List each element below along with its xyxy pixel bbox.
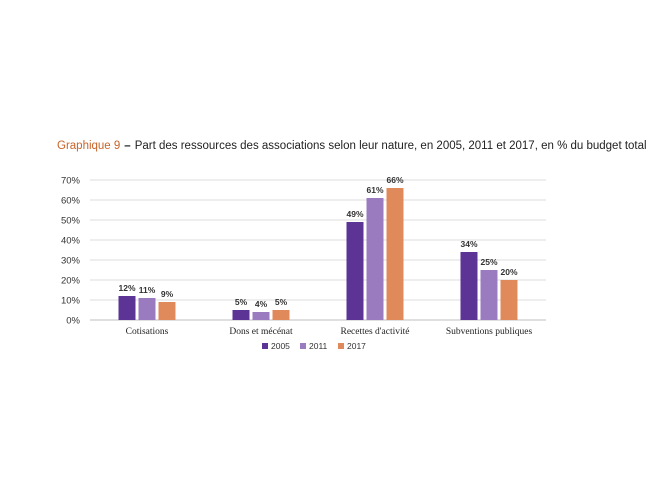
x-category-label: Dons et mécénat xyxy=(229,327,293,337)
x-category-label: Recettes d'activité xyxy=(341,327,410,337)
y-axis-ticks: 0% 10% 20% 30% 40% 50% 60% 70% xyxy=(61,176,81,327)
data-label: 61% xyxy=(366,185,383,195)
data-label: 34% xyxy=(460,239,477,249)
bar xyxy=(138,298,156,320)
legend-label: 2005 xyxy=(271,341,290,351)
bar xyxy=(158,302,176,320)
chart-title-text: Part des ressources des associations sel… xyxy=(134,140,647,152)
data-label: 11% xyxy=(139,285,156,295)
bar xyxy=(346,222,364,320)
bar xyxy=(272,310,290,320)
bar xyxy=(460,252,478,320)
data-labels: 12% 11% 9% 5% 4% 5% 49% 61%66% 34%25%20% xyxy=(118,175,517,309)
bars xyxy=(118,188,518,320)
chart-title: Graphique 9– Part des ressources des asso… xyxy=(57,140,647,152)
y-tick-label: 30% xyxy=(61,256,81,267)
bar xyxy=(232,310,250,320)
legend-label: 2011 xyxy=(309,341,328,351)
y-tick-label: 70% xyxy=(61,176,81,187)
data-label: 12% xyxy=(118,283,135,293)
data-label: 9% xyxy=(161,289,174,299)
y-tick-label: 50% xyxy=(61,216,81,227)
bar xyxy=(480,270,498,320)
data-label: 5% xyxy=(275,297,288,307)
y-tick-label: 20% xyxy=(61,276,81,287)
y-tick-label: 40% xyxy=(61,236,81,247)
data-label: 49% xyxy=(346,209,363,219)
chart-title-prefix: Graphique 9 xyxy=(57,140,121,152)
bar xyxy=(386,188,404,320)
x-axis-categories: Cotisations Dons et mécénat Recettes d'act… xyxy=(126,327,533,337)
legend: 2005 2011 2017 xyxy=(262,341,366,351)
chart-title-separator: – xyxy=(124,140,131,152)
data-label: 4% xyxy=(255,299,268,309)
y-tick-label: 60% xyxy=(61,196,81,207)
data-label: 25% xyxy=(480,257,497,267)
gridlines xyxy=(90,179,546,321)
data-label: 20% xyxy=(500,267,517,277)
legend-swatch xyxy=(300,343,306,349)
bar xyxy=(366,198,384,320)
bar xyxy=(500,280,518,320)
bar xyxy=(118,296,136,320)
legend-label: 2017 xyxy=(347,341,366,351)
bar xyxy=(252,312,270,320)
legend-swatch xyxy=(262,343,268,349)
x-category-label: Cotisations xyxy=(126,327,169,337)
legend-swatch xyxy=(338,343,344,349)
y-tick-label: 0% xyxy=(66,316,80,327)
data-label: 66% xyxy=(386,175,403,185)
data-label: 5% xyxy=(235,297,248,307)
x-category-label: Subventions publiques xyxy=(446,327,533,337)
y-tick-label: 10% xyxy=(61,296,81,307)
